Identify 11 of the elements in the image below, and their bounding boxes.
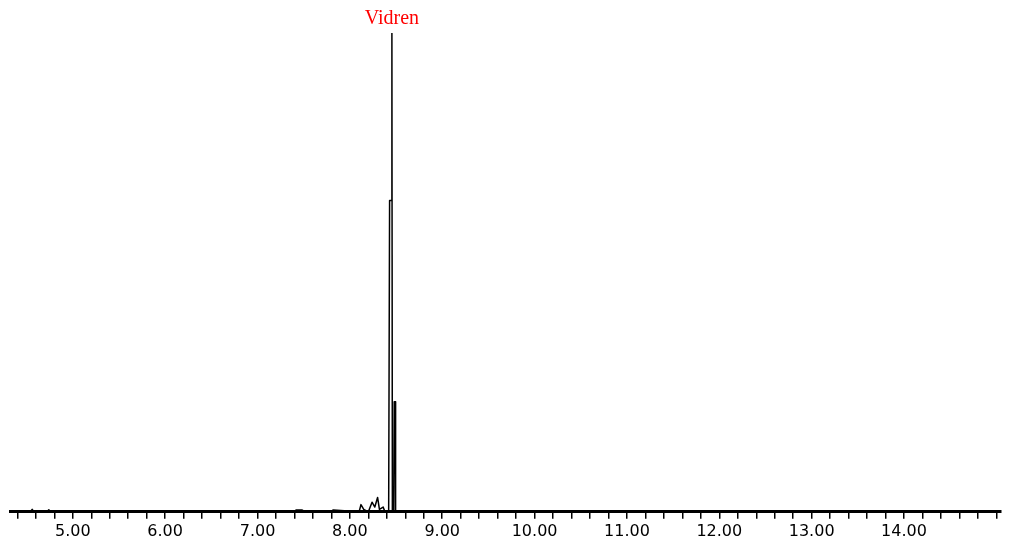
x-tick-label: 7.00: [239, 520, 276, 540]
x-tick-label: 14.00: [881, 520, 927, 540]
x-tick-label: 9.00: [424, 520, 461, 540]
x-tick-label: 8.00: [332, 520, 368, 540]
x-tick-label: 5.00: [54, 520, 91, 540]
x-tick-label: 12.00: [696, 520, 743, 540]
x-tick-label: 10.00: [511, 520, 558, 540]
x-tick-label: 11.00: [604, 520, 650, 540]
x-tick-label: 13.00: [788, 520, 835, 540]
x-tick-label: 6.00: [147, 520, 183, 540]
annotation: Vidren: [364, 6, 420, 29]
